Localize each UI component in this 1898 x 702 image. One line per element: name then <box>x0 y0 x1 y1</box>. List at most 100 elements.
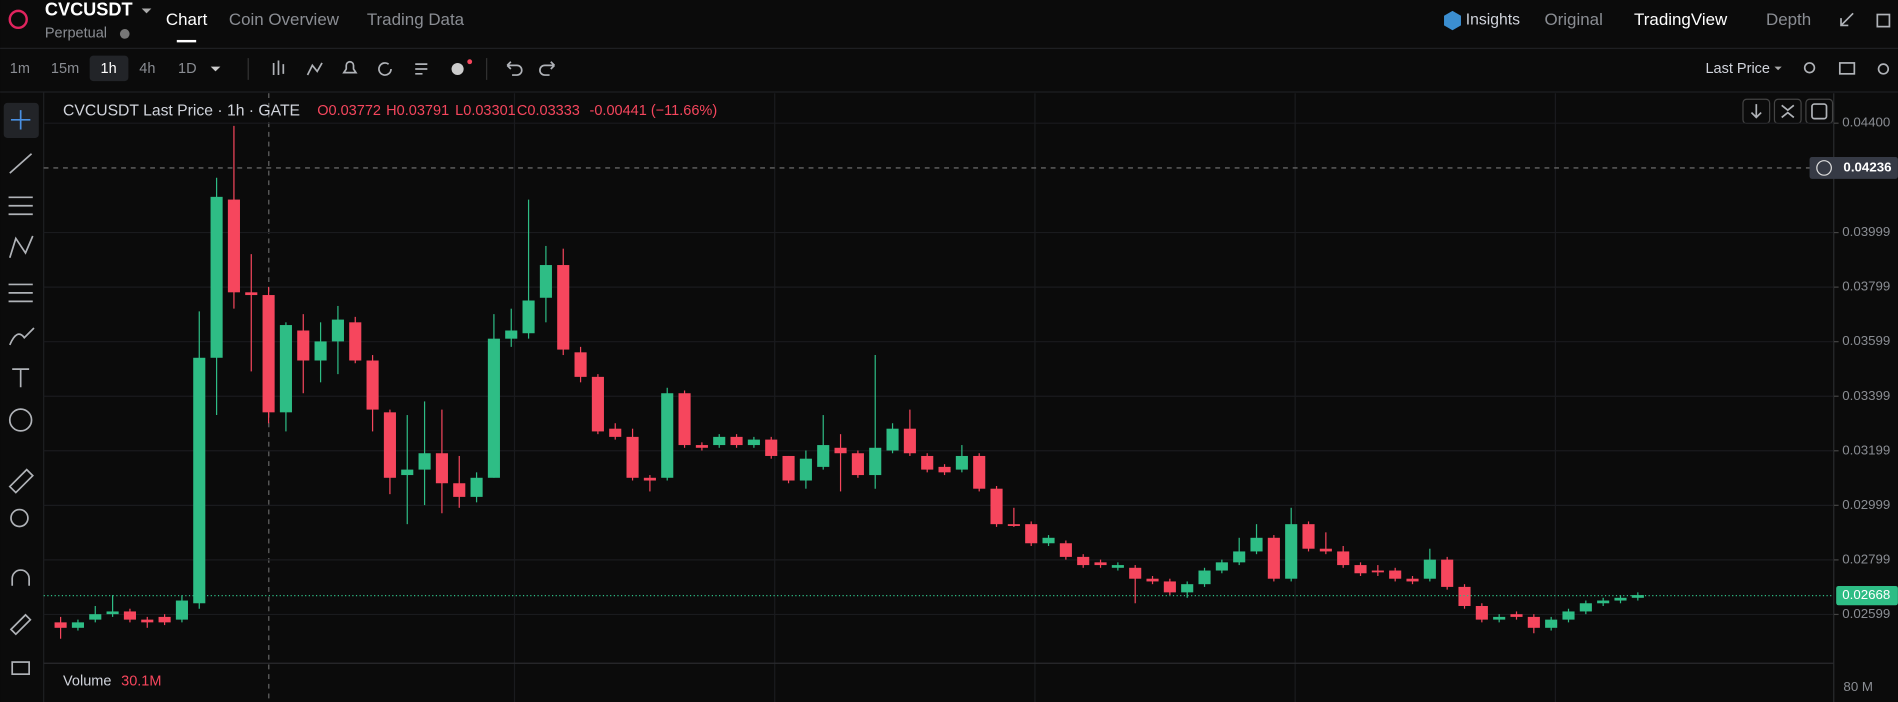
y-tick-label: 0.02799 <box>1842 551 1890 566</box>
candle-body <box>574 352 587 377</box>
add-icon[interactable] <box>451 62 464 76</box>
coin-logo <box>8 9 28 30</box>
replay-icon[interactable] <box>378 62 392 76</box>
magnet-tool[interactable] <box>11 569 30 586</box>
candle-body <box>1475 605 1488 620</box>
brush-tool[interactable] <box>8 327 35 346</box>
candle-body <box>262 295 275 413</box>
candle-body <box>539 265 552 298</box>
zoom-tool[interactable] <box>10 508 29 528</box>
candle-body <box>609 428 622 437</box>
candle-body <box>678 393 691 446</box>
add-alert-icon[interactable] <box>1816 160 1832 176</box>
candle-body <box>227 199 240 293</box>
candle-body <box>1250 537 1263 552</box>
view-option[interactable]: Depth <box>1766 10 1811 29</box>
candle-body <box>799 458 812 481</box>
last-price-tag <box>1836 585 1898 606</box>
chart-legend-title: CVCUSDT Last Price · 1h · GATE <box>63 103 300 120</box>
view-option[interactable]: TradingView <box>1634 10 1728 29</box>
candle-body <box>1181 584 1194 593</box>
alert-icon[interactable] <box>342 60 358 74</box>
candle-body <box>834 447 847 454</box>
candle-body <box>730 436 743 446</box>
text-tool[interactable] <box>12 368 30 388</box>
templates-icon[interactable] <box>415 63 428 75</box>
symbol-dropdown[interactable] <box>141 8 152 14</box>
price-source-dropdown[interactable] <box>1774 66 1782 71</box>
lock-drawing-tool[interactable] <box>9 613 32 636</box>
candle-body <box>366 360 379 410</box>
candle-body <box>955 455 968 470</box>
candle-body <box>1406 578 1419 582</box>
projection-tool[interactable] <box>8 283 33 303</box>
fullscreen-icon[interactable] <box>1876 13 1891 28</box>
candle-body <box>175 600 188 620</box>
candle-body <box>851 453 864 476</box>
candle-body <box>1163 581 1176 593</box>
candle-body <box>331 319 344 342</box>
candle-body <box>401 469 414 476</box>
volume-axis-label: 80 M <box>1843 679 1873 694</box>
interval[interactable]: 15m <box>51 61 79 77</box>
tab[interactable]: Coin Overview <box>229 10 340 29</box>
tab[interactable]: Trading Data <box>367 10 465 29</box>
legend-close: C0.03333 <box>517 103 580 119</box>
candle-body <box>973 455 986 489</box>
interval[interactable]: 1m <box>10 61 30 77</box>
notification-dot <box>467 59 473 65</box>
collapse-icon <box>1781 104 1795 119</box>
candle-body <box>1389 570 1402 579</box>
candle-body <box>765 439 778 456</box>
pattern-tool[interactable] <box>8 235 34 259</box>
undo-icon[interactable] <box>506 61 523 76</box>
arrow-down-icon <box>1750 104 1762 119</box>
fib-tool[interactable] <box>8 196 33 216</box>
crosshair-price-label: 0.04236 <box>1843 159 1891 174</box>
candle-body <box>1614 597 1627 601</box>
candle-body <box>1267 537 1280 579</box>
interval[interactable]: 1D <box>178 61 197 77</box>
interval[interactable]: 4h <box>139 61 155 77</box>
expand-icon[interactable] <box>1840 12 1854 27</box>
candle-body <box>1077 556 1090 566</box>
grid <box>513 93 1556 702</box>
candle-body <box>626 436 639 478</box>
screenshot-icon[interactable] <box>1838 62 1856 75</box>
candle-body <box>279 325 292 413</box>
price-source[interactable]: Last Price <box>1705 61 1770 77</box>
candle-body <box>557 265 570 350</box>
emoji-tool[interactable] <box>8 408 33 432</box>
candle-body <box>418 453 431 470</box>
interval-dropdown[interactable] <box>210 66 221 72</box>
crosshair-tool[interactable] <box>10 110 31 130</box>
candle-body <box>643 477 656 481</box>
trend-line-tool[interactable] <box>9 153 33 174</box>
candle-body <box>1215 562 1228 571</box>
view-option[interactable]: Original <box>1544 10 1602 29</box>
y-tick-label: 0.03199 <box>1842 442 1890 457</box>
candle-body <box>1302 524 1315 549</box>
candle-body <box>314 341 327 361</box>
interval[interactable]: 1h <box>101 61 117 77</box>
candle-body <box>297 330 310 361</box>
candle-body <box>1545 619 1558 628</box>
view-option[interactable]: Insights <box>1466 12 1520 29</box>
candle-body <box>71 622 84 628</box>
candle-body <box>1059 543 1072 557</box>
lock-tool[interactable] <box>11 661 30 676</box>
volume-value: 30.1M <box>121 673 161 689</box>
indicator-icon[interactable] <box>306 62 323 76</box>
settings-icon[interactable] <box>1877 63 1890 75</box>
info-icon[interactable] <box>119 29 130 39</box>
candle-body <box>1319 548 1332 552</box>
tab[interactable]: Chart <box>166 10 208 29</box>
symbol[interactable]: CVCUSDT <box>45 0 133 20</box>
ruler-tool[interactable] <box>8 468 34 494</box>
chart-type-icon[interactable] <box>272 60 285 76</box>
candle-body <box>1579 603 1592 612</box>
search-icon[interactable] <box>1803 62 1816 74</box>
maximize-icon <box>1811 103 1828 120</box>
redo-icon[interactable] <box>539 61 556 76</box>
